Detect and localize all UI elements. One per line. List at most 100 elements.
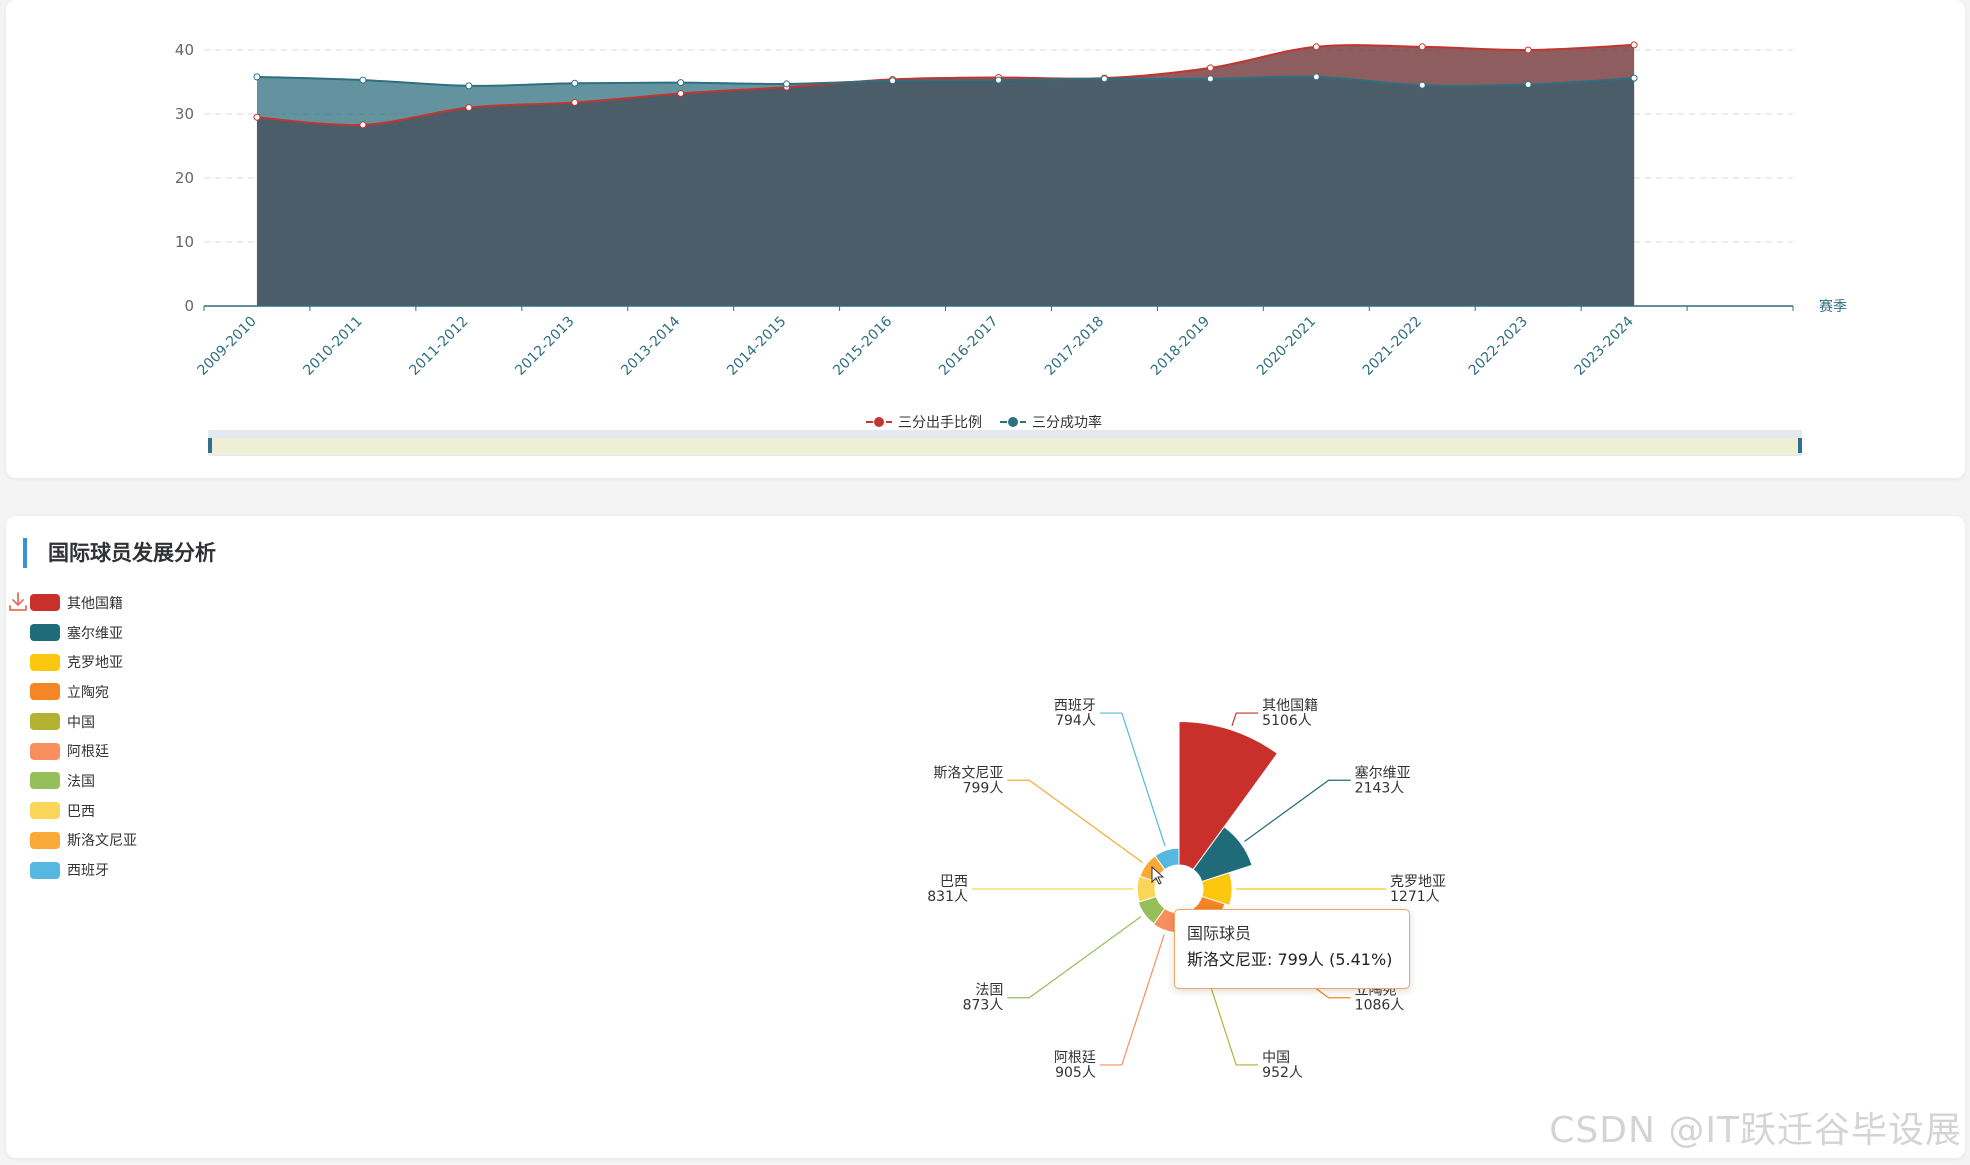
data-zoom-slider [208,430,1802,456]
legend-item[interactable]: 阿根廷 [30,736,137,766]
slice-name-label: 阿根廷 [1054,1050,1096,1066]
series-line-shot-ratio [256,43,1635,127]
data-point-shot-ratio [359,121,367,129]
x-tick-label: 2021-2022 [1360,314,1425,379]
slice-name-label: 塞尔维亚 [1355,764,1411,781]
slider-handle-left [208,438,212,453]
legend-label: 阿根廷 [67,744,109,761]
legend-item[interactable]: 法国 [30,766,137,796]
legend-label: 立陶宛 [67,684,109,701]
data-point-shot-ratio [571,98,579,106]
slider-handle-right [1798,438,1802,453]
rose-pie-chart: 其他国籍5106人塞尔维亚2143人克罗地亚1271人立陶宛1086人中国952… [927,697,1446,1081]
x-tick-label: 2023-2024 [1572,313,1637,378]
label-leader-line [1099,934,1165,1066]
watermark: CSDN @IT跃迁谷毕设展 [1549,1110,1962,1151]
legend-label: 中国 [67,714,95,731]
legend-swatch [30,772,60,790]
legend-item[interactable]: 斯洛文尼亚 [30,826,137,856]
legend-item[interactable]: 塞尔维亚 [30,618,137,648]
legend-swatch [30,594,60,612]
legend-swatch [30,742,60,760]
legend-label: 克罗地亚 [67,655,123,672]
data-point-success-rate [1418,81,1426,89]
pie-chart-card: 国际球员发展分析 其他国籍 塞尔维亚 克罗地亚 立陶宛 中国 阿根廷 法国 巴西 斯洛文尼亚 西班… [6,516,1965,1158]
legend-label: 法国 [67,773,95,790]
legend-item[interactable]: 西班牙 [30,855,137,885]
series-line-success-rate [256,75,1635,87]
data-point-shot-ratio [1206,64,1214,72]
legend-swatch [30,861,60,879]
data-point-success-rate [1206,75,1214,83]
y-tick-label: 20 [175,169,194,187]
legend-label: 西班牙 [67,863,109,880]
legend-item[interactable]: 巴西 [30,796,137,826]
data-point-success-rate [1312,73,1320,81]
data-point-success-rate [359,76,367,84]
data-point-success-rate [253,73,261,81]
pie-slice [1154,847,1180,871]
x-tick-label: 2011-2012 [406,314,471,379]
series-area-success-rate [256,76,1635,306]
legend-swatch [30,683,60,701]
section-title: 国际球员发展分析 [23,538,216,568]
x-tick-label: 2017-2018 [1042,314,1107,379]
data-point-shot-ratio [253,113,261,121]
y-tick-label: 0 [184,297,194,315]
x-tick-label: 2009-2010 [195,314,260,379]
legend-swatch [30,802,60,820]
y-tick-label: 30 [175,105,194,123]
data-point-success-rate [1100,75,1108,83]
label-leader-line [1007,779,1143,864]
data-point-shot-ratio [465,104,473,112]
x-tick-label: 2015-2016 [830,313,895,378]
legend-item[interactable]: 克罗地亚 [30,647,137,677]
data-point-success-rate [1524,81,1532,89]
slice-value-label: 2143人 [1355,780,1405,796]
line-chart-card: 0 10 20 30 40 2009-2010 2010-2011 2011-2012 2012… [6,0,1965,478]
cursor-icon [1151,865,1165,885]
x-tick-label: 2022-2023 [1466,314,1531,379]
legend-item[interactable]: 中国 [30,707,137,737]
legend-swatch [30,624,60,642]
label-leader-line [1007,916,1142,999]
label-leader-line [1099,712,1166,847]
data-point-shot-ratio [1312,43,1320,51]
tooltip-body: 斯洛文尼亚: 799人 (5.41%) [1187,950,1393,969]
slice-value-label: 905人 [1055,1065,1096,1081]
legend-swatch [30,713,60,731]
x-tick-label: 2020-2021 [1254,314,1319,379]
slice-value-label: 831人 [927,889,968,905]
slice-name-label: 法国 [975,983,1003,999]
tooltip-title: 国际球员 [1187,924,1252,943]
pie-slice [1192,826,1253,883]
data-point-shot-ratio [677,90,685,98]
legend-item[interactable]: 立陶宛 [30,677,137,707]
slice-name-label: 西班牙 [1054,698,1096,714]
data-point-shot-ratio [1418,43,1426,51]
legend-label: 塞尔维亚 [67,625,123,642]
data-point-success-rate [995,76,1002,84]
legend-item[interactable]: 其他国籍 [30,588,137,618]
pie-slice [1201,871,1233,907]
slice-value-label: 873人 [963,998,1004,1014]
slice-name-label: 斯洛文尼亚 [933,765,1003,781]
slice-value-label: 952人 [1262,1065,1303,1081]
x-axis-name: 赛季 [1819,299,1847,315]
legend-swatch [30,653,60,671]
slice-value-label: 794人 [1055,713,1096,729]
legend-label: 三分出手比例 [898,415,982,431]
data-point-shot-ratio [1524,46,1532,54]
slice-value-label: 1271人 [1390,889,1440,905]
x-tick-label: 2016-2017 [936,314,1001,379]
legend-label: 三分成功率 [1032,414,1102,431]
data-point-success-rate [677,79,685,87]
chart-tooltip: 国际球员 斯洛文尼亚: 799人 (5.41%) [1174,909,1410,989]
data-point-success-rate [465,82,473,90]
pie-slice [1137,895,1166,925]
slider-selected-range [210,438,1800,455]
download-icon[interactable] [6,590,30,614]
y-tick-label: 10 [175,233,194,251]
legend-label: 斯洛文尼亚 [67,833,137,850]
slice-name-label: 中国 [1262,1050,1290,1066]
